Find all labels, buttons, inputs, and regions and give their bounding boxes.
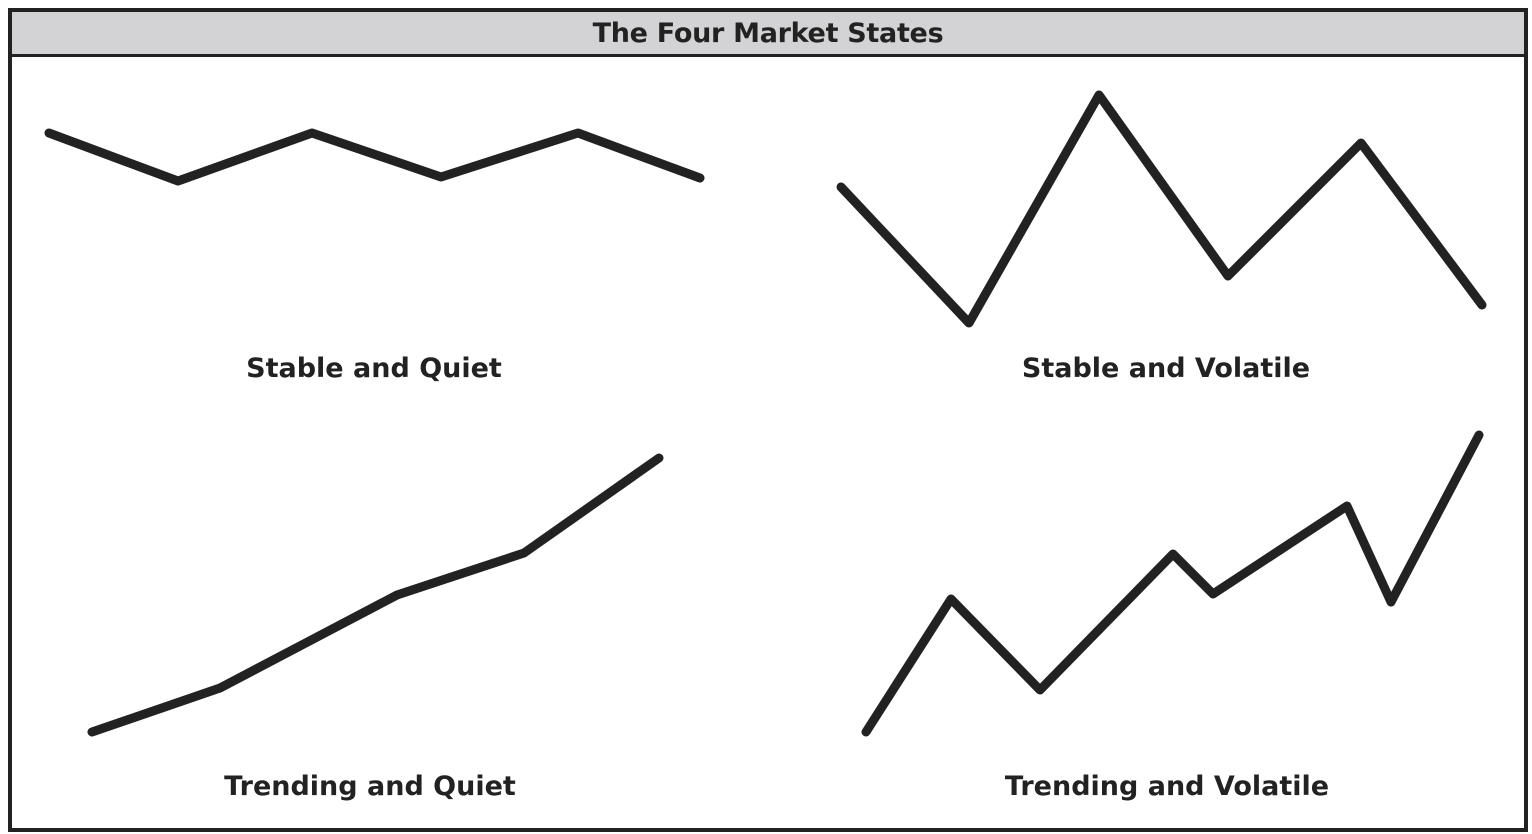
diagram-title: The Four Market States <box>592 17 944 49</box>
panel-label-trending-volatile: Trending and Volatile <box>1005 771 1329 802</box>
trending-quiet-trace <box>87 453 664 737</box>
title-bar: The Four Market States <box>12 12 1524 57</box>
panel-trending-quiet: Trending and Quiet <box>87 453 664 802</box>
panel-label-stable-volatile: Stable and Volatile <box>1022 353 1310 384</box>
panel-label-stable-quiet: Stable and Quiet <box>246 353 502 384</box>
diagram-frame: The Four Market States <box>8 8 1528 832</box>
panel-stable-quiet: Stable and Quiet <box>44 128 705 384</box>
trending-volatile-trace <box>861 430 1484 737</box>
stable-quiet-trace <box>44 128 705 186</box>
panel-trending-volatile: Trending and Volatile <box>861 430 1484 802</box>
stable-volatile-trace <box>836 90 1487 328</box>
panel-label-trending-quiet: Trending and Quiet <box>224 771 516 802</box>
panel-stable-volatile: Stable and Volatile <box>836 90 1487 384</box>
